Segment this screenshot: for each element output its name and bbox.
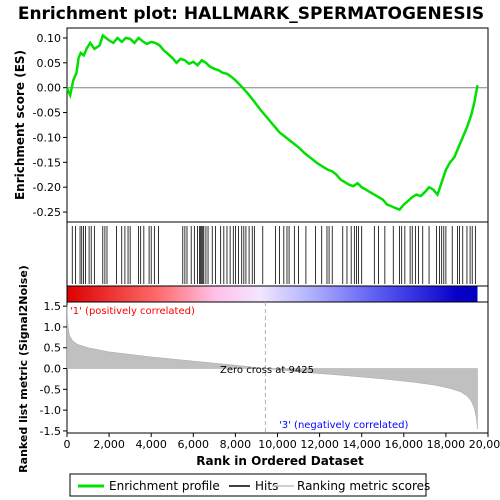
- legend-enrichment-label: Enrichment profile: [109, 479, 220, 493]
- legend-hits-label: Hits: [255, 479, 278, 493]
- es-y-axis-label: Enrichment score (ES): [13, 50, 27, 200]
- es-y-tick-label: 0.10: [37, 32, 62, 45]
- metric-x-tick-label: 18,000: [427, 438, 466, 451]
- negative-correlation-label: '3' (negatively correlated): [279, 420, 408, 431]
- metric-y-tick-label: -1.0: [40, 404, 61, 417]
- hits-panel: [66, 221, 489, 303]
- es-y-tick-label: 0.00: [37, 82, 62, 95]
- hits-panel-frame: [66, 221, 489, 287]
- es-panel: -0.25 -0.20 -0.15 -0.10 -0.05 0.00 0.05 0.10 En…: [13, 27, 489, 223]
- metric-y-axis-label: Ranked list metric (Signal2Noise): [17, 265, 30, 473]
- chart-title: Enrichment plot: HALLMARK_SPERMATOGENESI…: [18, 4, 484, 24]
- es-y-tick-label: -0.10: [33, 131, 61, 144]
- metric-x-tick-label: 16,000: [385, 438, 424, 451]
- metric-x-tick-label: 6,000: [178, 438, 210, 451]
- metric-x-tick-label: 0: [64, 438, 71, 451]
- es-y-tick-label: -0.05: [33, 107, 61, 120]
- metric-x-ticks: 0 2,000 4,000 6,000 8,000 10,000 12,000 14,000 1…: [64, 433, 500, 451]
- metric-x-axis-label: Rank in Ordered Dataset: [196, 454, 364, 468]
- metric-x-tick-label: 2,000: [93, 438, 125, 451]
- metric-y-tick-label: 1.5: [44, 300, 62, 313]
- enrichment-profile-line: [65, 33, 479, 212]
- metric-y-tick-label: -0.5: [40, 383, 61, 396]
- zero-cross-label: Zero cross at 9425: [220, 365, 314, 376]
- metric-y-ticks: -1.5 -1.0 -0.5 0.0 0.5 1.0 1.5: [40, 300, 67, 438]
- metric-panel: -1.5 -1.0 -0.5 0.0 0.5 1.0 1.5 0 2,000 4,000 6,00…: [17, 265, 500, 473]
- metric-x-tick-label: 14,000: [342, 438, 381, 451]
- positive-correlation-label: '1' (positively correlated): [70, 306, 195, 317]
- metric-x-tick-label: 8,000: [220, 438, 252, 451]
- metric-y-tick-label: -1.5: [40, 425, 61, 438]
- hit-lines: [71, 226, 476, 284]
- legend: Enrichment profile Hits Ranking metric s…: [69, 473, 430, 497]
- rank-color-bar: [67, 286, 478, 302]
- metric-y-tick-label: 0.0: [44, 363, 62, 376]
- metric-x-tick-label: 20,000: [469, 438, 500, 451]
- es-y-tick-label: -0.20: [33, 181, 61, 194]
- legend-metric-label: Ranking metric scores: [297, 479, 430, 493]
- metric-y-tick-label: 1.0: [44, 321, 62, 334]
- ranking-metric-area: [66, 305, 478, 429]
- metric-y-tick-label: 0.5: [44, 342, 62, 355]
- legend-frame: [69, 473, 427, 497]
- metric-x-tick-label: 12,000: [300, 438, 339, 451]
- es-y-tick-label: -0.25: [33, 206, 61, 219]
- es-y-tick-label: 0.05: [37, 57, 62, 70]
- metric-x-tick-label: 10,000: [258, 438, 297, 451]
- metric-x-tick-label: 4,000: [135, 438, 167, 451]
- es-panel-frame: [66, 27, 489, 223]
- es-y-ticks: -0.25 -0.20 -0.15 -0.10 -0.05 0.00 0.05 0.10: [33, 32, 67, 219]
- es-y-tick-label: -0.15: [33, 156, 61, 169]
